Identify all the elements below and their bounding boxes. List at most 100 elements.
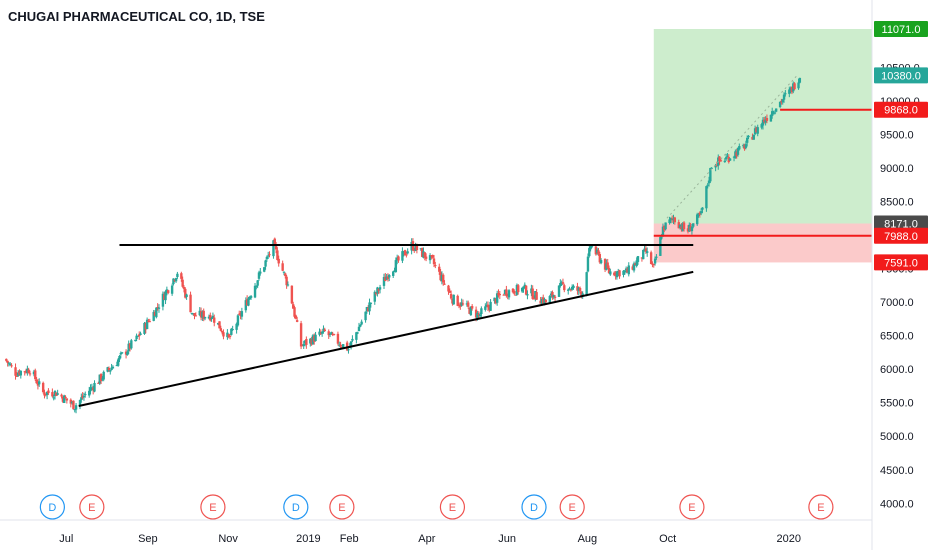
candle-body <box>493 297 496 302</box>
candle-body <box>440 274 444 282</box>
candle-body <box>249 296 253 298</box>
candle-body <box>663 225 666 231</box>
candle-body <box>290 285 294 304</box>
candle-body <box>609 271 612 275</box>
earnings-marker <box>200 494 226 520</box>
candle-body <box>116 359 120 366</box>
candle-body <box>102 371 105 380</box>
candle-body <box>524 285 528 295</box>
candle-body <box>486 304 490 308</box>
candle-body <box>798 77 802 83</box>
candle-body <box>207 316 211 319</box>
candle-body <box>668 219 671 224</box>
candle-body <box>80 397 83 401</box>
candle-body <box>544 299 548 303</box>
candle-body <box>291 304 295 309</box>
candle-body <box>272 240 275 257</box>
candle-body <box>357 326 361 332</box>
candle-body <box>115 365 119 367</box>
candle-body <box>753 128 757 135</box>
candle-body <box>772 112 775 114</box>
candle-body <box>181 279 184 287</box>
candle-body <box>342 344 345 349</box>
y-tick-label: 8500.0 <box>880 196 914 208</box>
candle-body <box>311 335 315 345</box>
candle-body <box>688 224 691 232</box>
candle-body <box>723 160 727 163</box>
candle-body <box>309 338 312 344</box>
candle-body <box>618 270 621 277</box>
candle-body <box>434 265 437 267</box>
candle-body <box>194 315 198 317</box>
candle-body <box>428 255 432 261</box>
candle-body <box>170 285 174 294</box>
candle-body <box>626 268 629 273</box>
x-tick-label: Aug <box>578 533 598 545</box>
candle-body <box>55 392 58 396</box>
candle-body <box>101 378 104 380</box>
candle-body <box>765 117 769 121</box>
candle-body <box>511 288 515 293</box>
candle-body <box>213 317 216 323</box>
candle-body <box>443 283 446 285</box>
candle-body <box>594 246 598 255</box>
candle-body <box>413 249 416 251</box>
candle-body <box>448 290 451 293</box>
candle-body <box>603 258 607 270</box>
x-tick-label: 2019 <box>296 533 320 545</box>
candle-body <box>64 396 67 399</box>
candle-body <box>36 382 40 386</box>
candle-body <box>644 248 648 252</box>
candle-body <box>238 313 241 315</box>
candle-body <box>431 255 434 258</box>
candle-body <box>61 396 65 402</box>
candle-body <box>52 397 55 399</box>
candle-body <box>784 93 787 95</box>
candle-body <box>119 352 123 355</box>
candle-body <box>578 287 582 292</box>
candle-body <box>789 88 792 92</box>
candle-body <box>430 255 433 257</box>
candle-body <box>19 370 22 376</box>
candle-body <box>239 313 242 316</box>
candle-body <box>190 312 194 314</box>
candle-body <box>135 335 138 340</box>
candle-body <box>338 344 341 346</box>
candle-body <box>10 365 13 367</box>
dividend-marker <box>521 494 547 520</box>
candle-body <box>543 298 546 305</box>
candle-body <box>506 294 509 297</box>
candle-body <box>226 332 229 338</box>
candle-body <box>303 340 307 344</box>
y-tick-label: 5500.0 <box>880 398 914 410</box>
rising-support-trendline <box>78 270 694 408</box>
candle-body <box>165 289 169 293</box>
candle-body <box>81 395 84 398</box>
candle-body <box>751 136 754 140</box>
candle-body <box>476 312 479 320</box>
candle-body <box>172 278 175 285</box>
candle-body <box>513 291 516 294</box>
candle-body <box>355 332 358 340</box>
candle-body <box>706 184 709 186</box>
candle-body <box>364 311 367 321</box>
candle-body <box>752 134 755 140</box>
candle-body <box>401 251 404 261</box>
candle-body <box>636 256 640 262</box>
stop-price-label-bg <box>874 254 928 271</box>
candle-body <box>144 323 148 330</box>
candle-body <box>388 275 391 278</box>
level-price-label-bg <box>874 101 928 118</box>
candle-body <box>718 156 721 162</box>
candle-body <box>161 293 165 307</box>
candle-body <box>16 372 20 376</box>
candle-body <box>553 296 557 298</box>
candle-body <box>367 307 370 312</box>
candle-body <box>43 392 46 396</box>
candle-body <box>763 119 766 122</box>
candle-body <box>568 288 571 290</box>
candle-body <box>386 276 390 280</box>
candle-body <box>166 290 170 293</box>
